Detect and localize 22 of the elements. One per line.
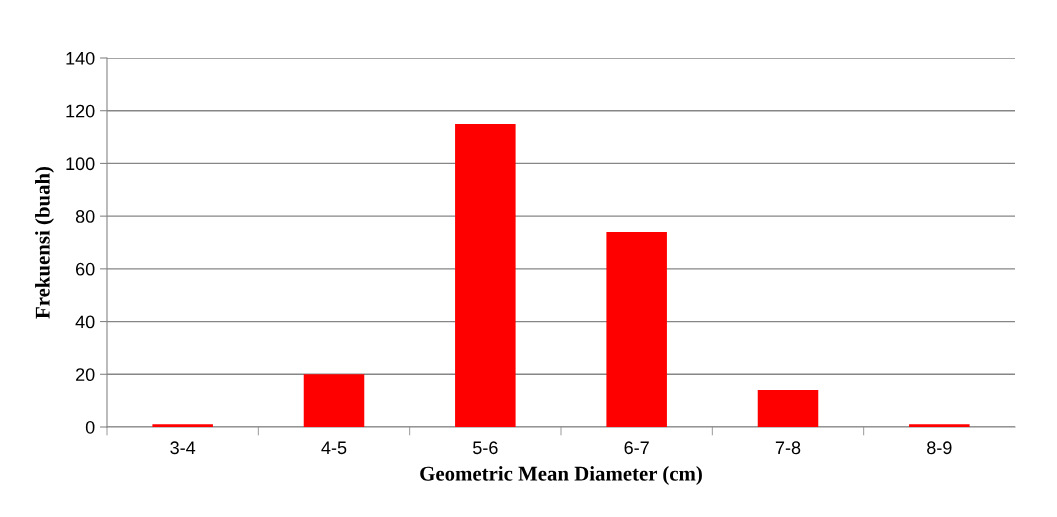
bar xyxy=(606,231,667,427)
y-tick-label: 120 xyxy=(66,104,95,118)
bar xyxy=(757,390,819,427)
x-axis-title: Geometric Mean Diameter (cm) xyxy=(420,466,702,485)
y-tick-label: 80 xyxy=(75,210,95,223)
bar xyxy=(303,374,365,427)
x-tick-label: 6-7 xyxy=(624,441,649,455)
x-tick-label: 4-5 xyxy=(321,441,347,455)
bar xyxy=(909,424,970,427)
y-tick-label: 140 xyxy=(66,51,95,65)
bar xyxy=(455,123,516,427)
y-tick-label: 100 xyxy=(66,157,95,171)
y-tick-label: 20 xyxy=(76,368,95,382)
x-tick-label: 3-4 xyxy=(170,441,196,455)
y-tick-label: 40 xyxy=(75,315,95,329)
bar xyxy=(152,424,213,427)
y-axis-title: Frekuensi (buah) xyxy=(35,166,54,319)
y-tick-label: 60 xyxy=(76,262,95,276)
x-tick-label: 7-8 xyxy=(775,441,801,455)
y-tick-label: 0 xyxy=(85,420,95,434)
x-tick-label: 5-6 xyxy=(473,441,498,455)
x-tick-label: 8-9 xyxy=(927,441,952,455)
